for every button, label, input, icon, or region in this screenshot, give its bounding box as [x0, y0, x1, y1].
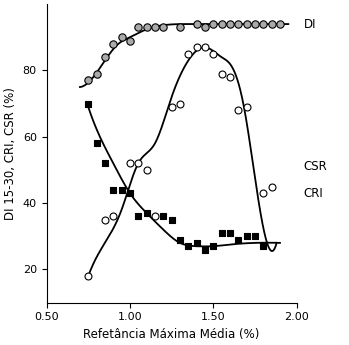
Point — [152, 214, 158, 219]
Point — [185, 244, 191, 249]
Point — [119, 34, 124, 40]
Point — [169, 104, 174, 110]
Point — [144, 167, 149, 173]
Point — [127, 38, 133, 43]
Point — [185, 51, 191, 57]
Point — [135, 160, 141, 166]
Point — [169, 217, 174, 223]
Point — [219, 71, 224, 77]
Point — [111, 187, 116, 193]
Point — [177, 101, 183, 106]
Point — [260, 21, 266, 27]
Y-axis label: DI 15-30, CRI, CSR (%): DI 15-30, CRI, CSR (%) — [4, 87, 17, 220]
Point — [260, 190, 266, 196]
Point — [252, 21, 258, 27]
Point — [94, 141, 99, 146]
Point — [269, 184, 274, 189]
Text: DI: DI — [304, 18, 316, 31]
Point — [144, 24, 149, 30]
X-axis label: Refetância Máxima Média (%): Refetância Máxima Média (%) — [83, 328, 260, 341]
Point — [152, 24, 158, 30]
Point — [236, 237, 241, 242]
Point — [219, 230, 224, 236]
Point — [86, 101, 91, 106]
Point — [102, 160, 108, 166]
Point — [194, 21, 199, 27]
Point — [244, 234, 250, 239]
Point — [135, 24, 141, 30]
Point — [244, 21, 250, 27]
Point — [194, 240, 199, 246]
Point — [227, 21, 233, 27]
Point — [260, 244, 266, 249]
Text: CSR: CSR — [304, 160, 327, 173]
Point — [202, 24, 208, 30]
Point — [236, 21, 241, 27]
Point — [102, 55, 108, 60]
Point — [219, 21, 224, 27]
Point — [177, 237, 183, 242]
Point — [227, 74, 233, 80]
Point — [202, 247, 208, 252]
Point — [227, 230, 233, 236]
Point — [135, 214, 141, 219]
Point — [86, 78, 91, 83]
Point — [144, 210, 149, 216]
Point — [111, 41, 116, 47]
Point — [94, 71, 99, 77]
Point — [236, 108, 241, 113]
Point — [161, 24, 166, 30]
Point — [102, 217, 108, 223]
Point — [127, 160, 133, 166]
Point — [111, 214, 116, 219]
Point — [244, 104, 250, 110]
Point — [127, 190, 133, 196]
Point — [252, 234, 258, 239]
Point — [177, 24, 183, 30]
Point — [194, 45, 199, 50]
Point — [210, 21, 216, 27]
Point — [210, 51, 216, 57]
Point — [210, 244, 216, 249]
Point — [269, 21, 274, 27]
Point — [277, 21, 283, 27]
Point — [86, 273, 91, 279]
Point — [161, 214, 166, 219]
Point — [202, 45, 208, 50]
Point — [119, 187, 124, 193]
Text: CRI: CRI — [304, 187, 323, 200]
